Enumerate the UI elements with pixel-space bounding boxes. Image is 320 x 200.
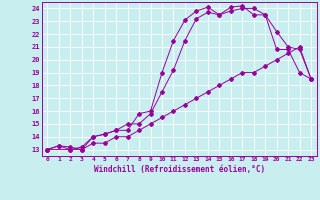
- X-axis label: Windchill (Refroidissement éolien,°C): Windchill (Refroidissement éolien,°C): [94, 165, 265, 174]
